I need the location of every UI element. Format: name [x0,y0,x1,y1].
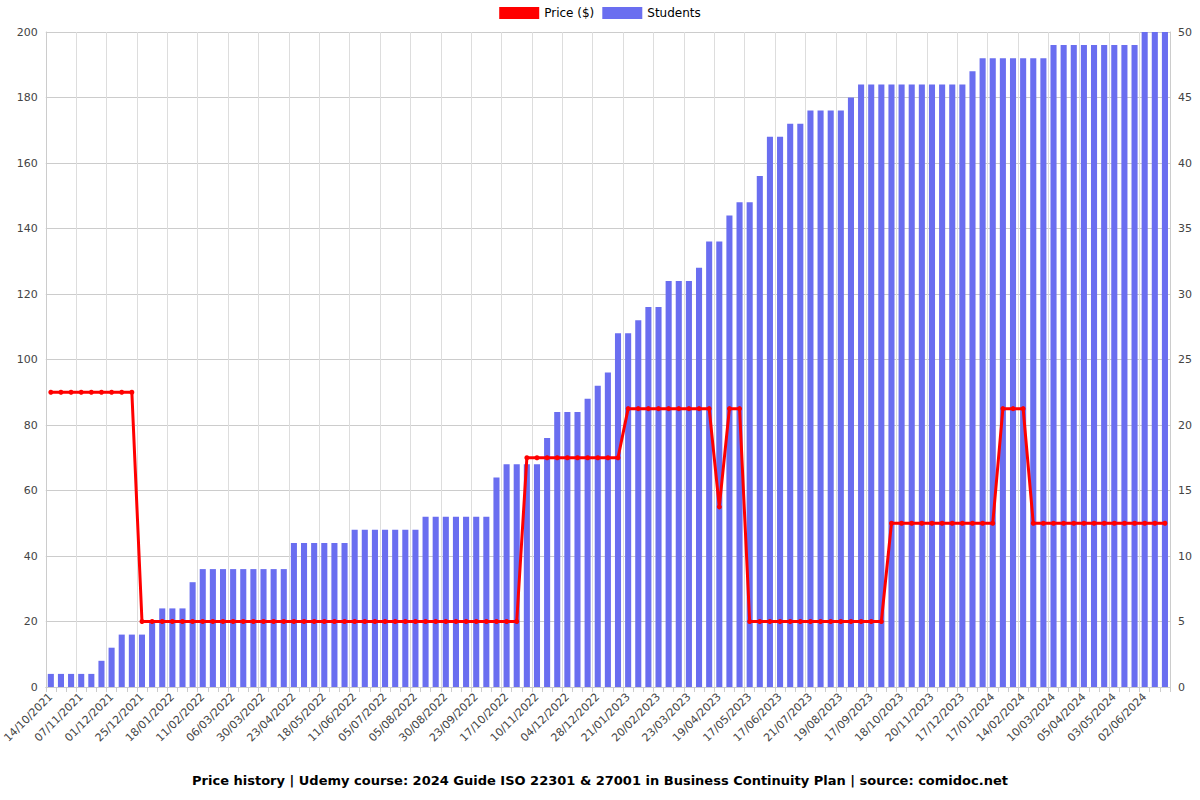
svg-text:140: 140 [17,222,38,235]
svg-text:17/09/2023: 17/09/2023 [821,690,876,745]
svg-text:01/12/2021: 01/12/2021 [62,690,117,745]
svg-text:11/02/2022: 11/02/2022 [153,690,208,745]
svg-text:200: 200 [17,26,38,39]
svg-text:30: 30 [1178,288,1192,301]
svg-text:05/04/2024: 05/04/2024 [1034,690,1089,745]
svg-text:23/09/2022: 23/09/2022 [426,690,481,745]
svg-text:14/10/2021: 14/10/2021 [1,690,56,745]
svg-text:23/04/2022: 23/04/2022 [244,690,299,745]
svg-text:20: 20 [1178,419,1192,432]
svg-text:0: 0 [31,681,38,694]
svg-text:18/01/2022: 18/01/2022 [123,690,177,745]
svg-text:02/06/2024: 02/06/2024 [1095,690,1149,744]
svg-text:160: 160 [17,157,38,170]
svg-text:10/11/2022: 10/11/2022 [487,690,542,745]
svg-text:40: 40 [1178,157,1192,170]
svg-text:23/03/2023: 23/03/2023 [639,690,694,745]
svg-text:Price ($): Price ($) [544,6,594,20]
svg-text:20: 20 [24,615,38,628]
svg-text:60: 60 [24,484,38,497]
svg-text:Price history | Udemy course:: Price history | Udemy course: 2024 Guide… [192,773,1008,788]
svg-text:50: 50 [1178,26,1192,39]
svg-text:17/05/2023: 17/05/2023 [700,690,755,745]
svg-text:15: 15 [1178,484,1192,497]
svg-text:30/03/2022: 30/03/2022 [214,690,269,745]
svg-text:30/08/2022: 30/08/2022 [396,690,451,745]
svg-text:5: 5 [1178,615,1185,628]
svg-text:17/10/2022: 17/10/2022 [457,690,512,745]
svg-text:28/12/2022: 28/12/2022 [548,690,603,745]
svg-text:17/12/2023: 17/12/2023 [913,690,967,745]
svg-text:180: 180 [17,91,38,104]
svg-text:19/08/2023: 19/08/2023 [791,690,846,745]
svg-text:21/01/2023: 21/01/2023 [578,690,633,745]
svg-text:10/03/2024: 10/03/2024 [1004,690,1059,745]
svg-text:0: 0 [1178,681,1185,694]
svg-text:25/12/2021: 25/12/2021 [92,690,147,745]
svg-text:25: 25 [1178,353,1192,366]
svg-text:06/03/2022: 06/03/2022 [183,690,238,745]
svg-text:05/07/2022: 05/07/2022 [335,690,390,745]
svg-text:18/05/2022: 18/05/2022 [274,690,329,745]
svg-text:Students: Students [647,6,701,20]
svg-text:05/08/2022: 05/08/2022 [366,690,420,745]
svg-text:17/01/2024: 17/01/2024 [943,690,998,745]
svg-text:80: 80 [24,419,38,432]
svg-text:17/06/2023: 17/06/2023 [730,690,785,745]
svg-text:19/04/2023: 19/04/2023 [669,690,724,745]
svg-text:10: 10 [1178,550,1192,563]
svg-text:14/02/2024: 14/02/2024 [973,690,1028,745]
svg-text:18/10/2023: 18/10/2023 [852,690,907,745]
svg-text:04/12/2022: 04/12/2022 [518,690,572,745]
svg-text:20/02/2023: 20/02/2023 [609,690,664,745]
svg-text:35: 35 [1178,222,1192,235]
svg-text:21/07/2023: 21/07/2023 [761,690,815,745]
svg-text:45: 45 [1178,91,1192,104]
svg-text:03/05/2024: 03/05/2024 [1064,690,1119,745]
svg-text:120: 120 [17,288,38,301]
svg-text:40: 40 [24,550,38,563]
svg-text:11/06/2022: 11/06/2022 [305,690,360,745]
svg-text:07/11/2021: 07/11/2021 [31,690,86,745]
svg-text:20/11/2023: 20/11/2023 [882,690,937,745]
svg-text:100: 100 [17,353,38,366]
